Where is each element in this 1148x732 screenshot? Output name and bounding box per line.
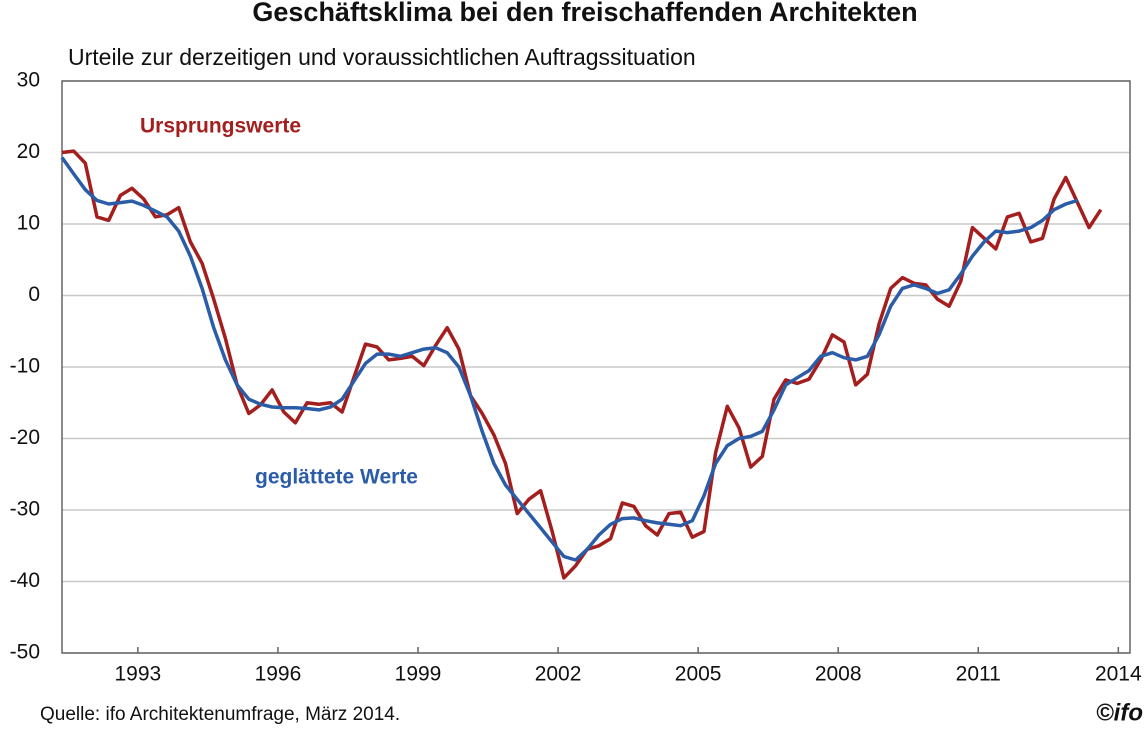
y-tick-label: -10 (10, 355, 40, 378)
x-tick-label: 2014 (1095, 663, 1142, 686)
logo: ©ifo (1096, 699, 1143, 726)
plot-frame (61, 80, 1131, 654)
x-tick-label: 1993 (115, 663, 162, 686)
y-tick-label: -30 (10, 498, 40, 521)
source: Quelle: ifo Architektenumfrage, März 201… (40, 704, 400, 725)
x-tick-label: 1999 (395, 663, 442, 686)
series-label: geglättete Werte (255, 466, 418, 489)
y-tick-label: -20 (10, 426, 40, 449)
x-tick-label: 1996 (255, 663, 302, 686)
x-tick-label: 2011 (956, 663, 1001, 686)
y-tick-label: 30 (17, 69, 40, 92)
line-series (61, 149, 1103, 580)
series-label: Ursprungswerte (140, 115, 301, 138)
y-tick-label: -40 (10, 569, 40, 592)
y-tick-label: -50 (10, 641, 40, 664)
y-tick-label: 0 (28, 283, 40, 306)
y-tick-label: 20 (17, 140, 40, 163)
x-tick-label: 2005 (675, 663, 722, 686)
chart-title: Geschäftsklima bei den freischaffenden A… (252, 0, 917, 27)
x-tick-label: 2008 (815, 663, 862, 686)
x-tick-label: 2002 (535, 663, 582, 686)
line-series (60, 156, 1079, 562)
chart-subtitle: Urteile zur derzeitigen und voraussichtl… (68, 44, 696, 70)
y-tick-label: 10 (17, 212, 40, 235)
